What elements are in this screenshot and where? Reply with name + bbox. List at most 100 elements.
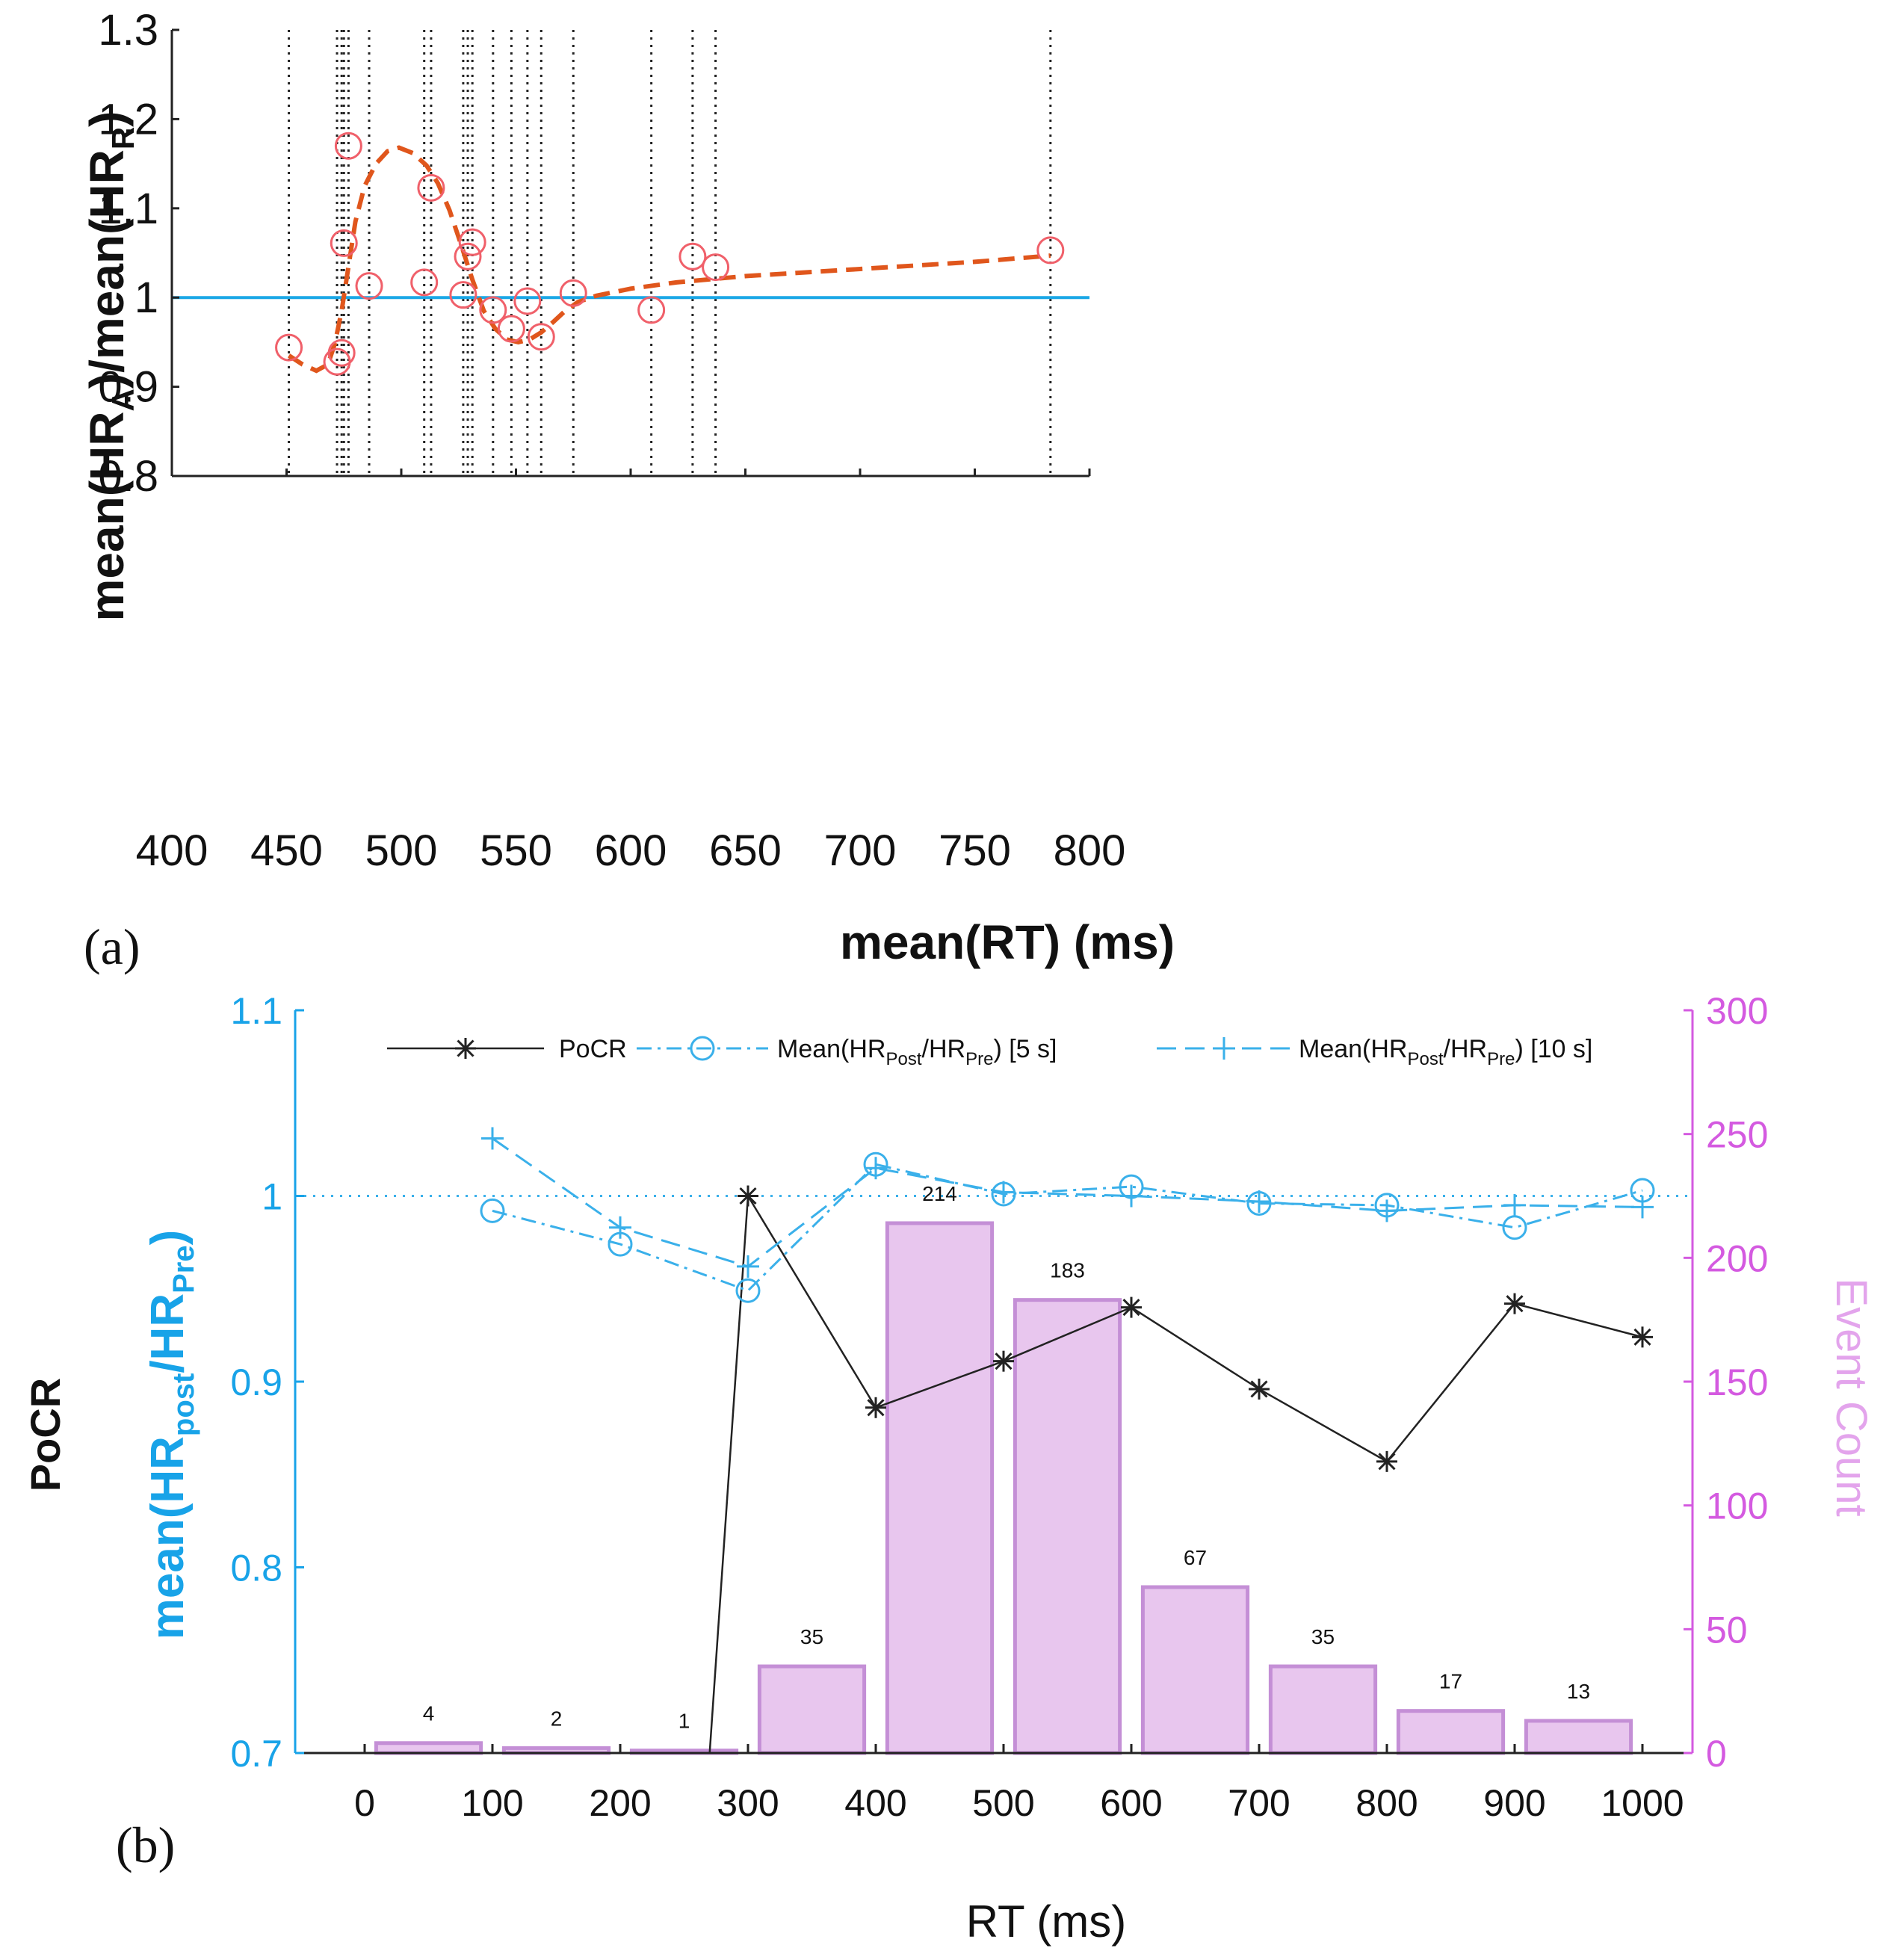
a-point [454, 242, 482, 270]
b-bar [757, 1664, 867, 1755]
a-y-tick-label: 1.2 [98, 95, 158, 143]
star-stroke [867, 1399, 885, 1417]
b-y-left-tick-label: 0.9 [230, 1361, 282, 1403]
a-x-tick-label: 450 [250, 826, 323, 875]
b-hr10-marker [1503, 1193, 1526, 1217]
b-y-right-tick-label: 50 [1706, 1609, 1748, 1651]
a-point [327, 338, 356, 367]
star-stroke [1633, 1328, 1651, 1346]
panel-a: 400 450 500 550 600 650 700 750 800 0.8 0.9 1 1.1 1.… [80, 6, 1175, 975]
a-fit-curve [287, 145, 1051, 374]
b-hr10-marker [1120, 1184, 1143, 1208]
a-point [275, 333, 303, 362]
star-stroke [1122, 1299, 1140, 1317]
a-point [497, 315, 525, 343]
b-x-ticks: 0 100 200 300 400 500 600 700 800 900 1000 [354, 1744, 1684, 1824]
b-bar-label: 4 [423, 1702, 435, 1725]
b-hr5-marker [735, 1278, 761, 1303]
legend-marker [455, 1038, 476, 1059]
b-bar [374, 1741, 483, 1755]
b-pocr-marker [1504, 1293, 1525, 1314]
a-point [458, 228, 486, 256]
a-y-tick-label: 1.1 [98, 185, 158, 233]
star-stroke [1506, 1295, 1524, 1313]
b-bar-label: 183 [1050, 1259, 1085, 1282]
b-bar-label: 214 [922, 1182, 957, 1205]
b-bar [1140, 1585, 1250, 1755]
a-x-ticks: 400 450 500 550 600 650 700 750 800 [136, 469, 1126, 875]
b-bar-label: 2 [551, 1707, 563, 1730]
b-y-left-tick-label: 0.7 [230, 1733, 282, 1775]
a-y-ticks: 0.8 0.9 1 1.1 1.2 1.3 [98, 6, 179, 501]
a-x-tick-label: 550 [480, 826, 552, 875]
a-x-tick-label: 800 [1054, 826, 1126, 875]
a-y-tick-label: 0.8 [98, 452, 158, 501]
b-hr10-marker [1248, 1190, 1270, 1213]
b-bar [1268, 1664, 1378, 1755]
b-hr10-marker [992, 1181, 1015, 1204]
a-points [275, 132, 1065, 376]
legend-label-pocr: PoCR [559, 1035, 627, 1063]
a-y-tick-label: 1.3 [98, 6, 158, 55]
b-x-tick-label: 500 [972, 1782, 1034, 1824]
b-y-left-tick-label: 0.8 [230, 1548, 282, 1589]
a-x-tick-label: 700 [824, 826, 897, 875]
b-y-right-tick-label: 300 [1706, 990, 1768, 1032]
a-point [702, 253, 730, 282]
b-x-tick-label: 200 [589, 1782, 651, 1824]
legend-label-hr-5s: Mean(HRPost/HRPre) [5 s] [777, 1035, 1057, 1069]
b-y-left-tick-label: 1 [262, 1176, 282, 1218]
b-y-right-tick-label: 200 [1706, 1237, 1768, 1279]
b-pocr-marker [1121, 1296, 1142, 1318]
star-stroke [1378, 1453, 1396, 1471]
legend-sample-hr-5s [637, 1036, 768, 1061]
a-axes [170, 30, 1089, 477]
a-panel-label: (a) [84, 918, 140, 975]
legend-marker [690, 1036, 715, 1061]
b-x-tick-label: 0 [354, 1782, 375, 1824]
b-x-tick-label: 300 [717, 1782, 779, 1824]
b-hr5-marker [1502, 1215, 1527, 1240]
b-bar-label: 35 [800, 1625, 823, 1648]
b-legend: PoCR Mean(HRPost/HRPre) [5 s] Mean(HRPos… [387, 1035, 1592, 1069]
a-x-tick-label: 500 [365, 826, 438, 875]
a-x-tick-label: 650 [709, 826, 782, 875]
b-bar-label: 1 [678, 1710, 690, 1733]
b-bar [1396, 1709, 1506, 1755]
b-y-right-tick-label: 100 [1706, 1486, 1768, 1527]
a-point [355, 272, 383, 300]
a-point [527, 323, 555, 351]
a-point [449, 281, 477, 309]
b-hr5-line [492, 1163, 1643, 1292]
b-hr10-marker [737, 1255, 759, 1278]
b-hr10-marker [481, 1127, 504, 1150]
b-bar-label: 13 [1567, 1680, 1590, 1703]
b-x-axis-label: RT (ms) [966, 1896, 1126, 1947]
b-hr10-marker [865, 1157, 887, 1180]
a-point [330, 229, 358, 257]
a-y-tick-label: 0.9 [98, 363, 158, 412]
b-x-tick-label: 400 [844, 1782, 906, 1824]
b-pocr-label: PoCR [22, 1378, 69, 1491]
b-pocr-marker [1632, 1326, 1653, 1348]
a-point [417, 173, 445, 202]
a-point [1036, 236, 1065, 265]
star-stroke [739, 1187, 757, 1205]
b-hr10-line [492, 1137, 1643, 1268]
a-vertical-lines [288, 30, 1052, 476]
a-point [637, 296, 666, 324]
b-pocr-marker [865, 1397, 886, 1418]
b-pocr-marker [993, 1350, 1014, 1372]
b-x-tick-label: 100 [461, 1782, 523, 1824]
b-pocr-marker [1376, 1450, 1397, 1472]
b-y-right-tick-label: 150 [1706, 1361, 1768, 1403]
b-series [480, 1127, 1655, 1754]
b-y-left-tick-label: 1.1 [230, 990, 282, 1032]
legend-sample-hr-10s [1157, 1037, 1291, 1060]
star-stroke [995, 1352, 1013, 1370]
b-hr10-marker [1376, 1199, 1398, 1222]
b-x-tick-label: 800 [1355, 1782, 1418, 1824]
star-stroke [457, 1039, 474, 1057]
b-bar [885, 1221, 995, 1755]
